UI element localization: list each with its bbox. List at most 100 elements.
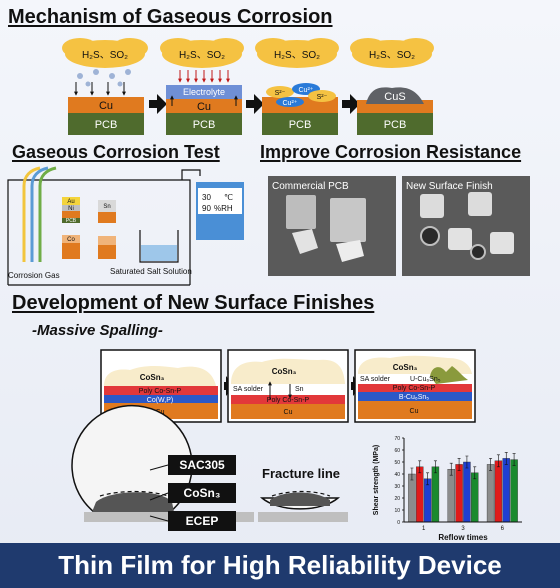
step-arrow-3 bbox=[342, 94, 360, 114]
y-tick-label: 10 bbox=[394, 508, 400, 514]
fracture-line-label: Fracture line bbox=[262, 466, 340, 481]
mechanism-panel-4: CuS PCB bbox=[357, 87, 433, 135]
pcb-label-4: PCB bbox=[384, 119, 407, 131]
gas-cloud-1: H₂S、SO₂ bbox=[62, 38, 148, 68]
corrosion-gas-label: Corrosion Gas bbox=[8, 271, 60, 280]
gas-label-4: H₂S、SO₂ bbox=[369, 50, 415, 61]
pcb-label-2: PCB bbox=[193, 119, 216, 131]
cu-ion-label-1: Cu²⁺ bbox=[299, 87, 314, 94]
rh-value: 90 bbox=[202, 204, 211, 213]
improve-title: Improve Corrosion Resistance bbox=[260, 142, 522, 162]
step-arrow-1 bbox=[149, 94, 167, 114]
graphics-canvas: H₂S、SO₂ H₂S、SO₂ H₂S、SO₂ H₂S、SO₂ bbox=[7, 38, 530, 542]
cosn3-label-3: CoSn₃ bbox=[393, 363, 418, 372]
cosn3-label-2: CoSn₃ bbox=[272, 367, 297, 376]
b-cu6sn5-label: B-Cu₆Sn₅ bbox=[399, 394, 429, 401]
gas-cloud-2: H₂S、SO₂ bbox=[160, 38, 244, 68]
fracture-diagram: Fracture line bbox=[258, 466, 348, 522]
chart-bar bbox=[494, 460, 503, 523]
commercial-pcb-label: Commercial PCB bbox=[272, 181, 349, 192]
spalling-panel-2: CoSn₃ SA solder Sn Poly Co-Sn-P Cu bbox=[227, 349, 349, 423]
poly-cosnp-label-2: Poly Co-Sn-P bbox=[267, 397, 310, 404]
mechanism-panel-1: Cu PCB bbox=[68, 69, 144, 135]
shear-test-diagram: SAC305 CoSn₃ ECEP bbox=[71, 404, 254, 531]
sa-solder-label-2: SA solder bbox=[360, 376, 391, 383]
chart-error-bar bbox=[457, 458, 461, 471]
cu-label-spall-2: Cu bbox=[284, 409, 293, 416]
y-tick-label: 30 bbox=[394, 484, 400, 490]
chart-bar bbox=[431, 466, 440, 523]
chart-error-bar bbox=[512, 453, 516, 466]
y-tick-label: 50 bbox=[394, 460, 400, 466]
chart-error-bar bbox=[426, 472, 430, 486]
chart-error-bar bbox=[410, 467, 414, 481]
chart-bars bbox=[408, 452, 518, 523]
y-tick-label: 60 bbox=[394, 448, 400, 454]
chart-error-bar bbox=[465, 455, 469, 469]
shear-strength-chart: 0 10 20 30 40 50 60 70 1 3 6 Reflow times Shear s… bbox=[373, 436, 522, 542]
chart-error-bar bbox=[449, 462, 453, 476]
gas-label-3: H₂S、SO₂ bbox=[274, 50, 320, 61]
new-finish-image: New Surface Finish bbox=[402, 176, 530, 276]
chart-ylabel: Shear strength (MPa) bbox=[373, 445, 380, 515]
chart-bar bbox=[416, 466, 424, 523]
cu-label-spall-3: Cu bbox=[410, 408, 419, 415]
pcb-label-1: PCB bbox=[95, 119, 118, 131]
step-arrow-2 bbox=[246, 94, 264, 114]
new-finish-label: New Surface Finish bbox=[406, 181, 493, 192]
cu-label-2: Cu bbox=[197, 101, 211, 113]
chart-bar bbox=[502, 458, 510, 523]
ni-label: Ni bbox=[68, 206, 74, 212]
chart-error-bar bbox=[504, 452, 508, 465]
gas-label-2: H₂S、SO₂ bbox=[179, 50, 225, 61]
cu-label-1: Cu bbox=[99, 100, 113, 112]
sn-label: Sn bbox=[103, 204, 110, 210]
chart-bar bbox=[486, 464, 495, 523]
chart-bar bbox=[447, 469, 455, 523]
s-ion-label-1: S²⁻ bbox=[275, 90, 286, 97]
chart-bar bbox=[423, 478, 432, 523]
au-label: Au bbox=[67, 199, 74, 205]
spalling-title: -Massive Spalling- bbox=[32, 322, 163, 339]
cosn3-label-1: CoSn₃ bbox=[140, 373, 165, 382]
mechanism-panel-2: Electrolyte Cu PCB bbox=[166, 70, 242, 135]
chart-xlabel: Reflow times bbox=[438, 533, 488, 542]
y-tick-label: 20 bbox=[394, 496, 400, 502]
co-label: Co bbox=[67, 237, 75, 243]
chart-y-ticks: 0 10 20 30 40 50 60 70 bbox=[394, 436, 404, 526]
u-cu6sn5-label: U-Cu₆Sn₅ bbox=[410, 376, 441, 383]
y-tick-label: 70 bbox=[394, 436, 400, 442]
cowp-label: Co(W,P) bbox=[147, 397, 173, 404]
chart-bar bbox=[408, 473, 416, 523]
gas-cloud-3: H₂S、SO₂ bbox=[255, 38, 339, 68]
y-tick-label: 40 bbox=[394, 472, 400, 478]
sa-solder-label-1: SA solder bbox=[233, 386, 264, 393]
x-tick-label: 3 bbox=[461, 526, 465, 532]
pcb-label-test-1: PCB bbox=[66, 218, 77, 224]
chart-bar bbox=[471, 472, 479, 523]
sn-label-spall: Sn bbox=[295, 386, 304, 393]
temp-unit: ℃ bbox=[224, 193, 233, 202]
mechanism-title: Mechanism of Gaseous Corrosion bbox=[8, 6, 333, 28]
cus-label: CuS bbox=[384, 91, 405, 103]
footer-title: Thin Film for High Reliability Device bbox=[0, 543, 560, 588]
chart-error-bar bbox=[418, 460, 422, 474]
chart-error-bar bbox=[473, 466, 477, 480]
chart-error-bar bbox=[496, 454, 500, 468]
gas-label-1: H₂S、SO₂ bbox=[82, 50, 128, 61]
chart-bar bbox=[463, 461, 471, 523]
x-tick-label: 1 bbox=[422, 526, 426, 532]
chart-x-ticks: 1 3 6 bbox=[422, 526, 505, 532]
y-tick-label: 0 bbox=[397, 520, 400, 526]
chart-bar bbox=[455, 464, 463, 523]
x-tick-label: 6 bbox=[501, 526, 505, 532]
chart-bar bbox=[510, 459, 518, 523]
electrolyte-label: Electrolyte bbox=[183, 87, 225, 97]
temp-value: 30 bbox=[202, 193, 211, 202]
spalling-panel-3: CoSn₃ SA solder U-Cu₆Sn₅ Poly Co-Sn-P B-… bbox=[354, 349, 476, 423]
poly-cosnp-label-1: Poly Co-Sn-P bbox=[139, 388, 182, 395]
rh-unit: %RH bbox=[214, 204, 233, 213]
chart-error-bar bbox=[489, 458, 493, 471]
development-title: Development of New Surface Finishes bbox=[12, 292, 375, 314]
commercial-pcb-image: Commercial PCB bbox=[268, 176, 396, 276]
